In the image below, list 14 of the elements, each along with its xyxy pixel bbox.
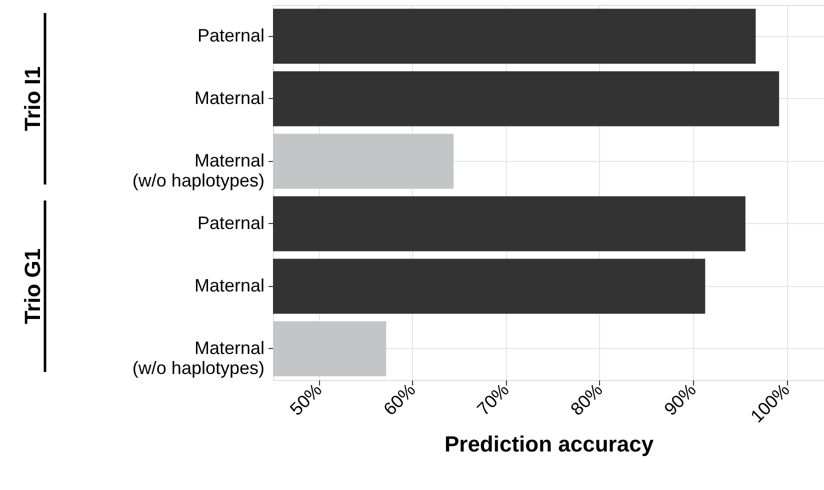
x-tick-label: 80% [566, 380, 606, 420]
x-tick-label: 50% [286, 380, 326, 420]
y-tick-label: Maternal (w/o haplotypes) [132, 150, 264, 190]
x-tick-label: 60% [380, 380, 420, 420]
y-tick-label: Maternal (w/o haplotypes) [132, 338, 264, 378]
x-axis-title: Prediction accuracy [444, 431, 654, 456]
x-tick-label: 70% [473, 380, 513, 420]
x-tick-label: 90% [660, 380, 700, 420]
text: Trio I1 [20, 66, 45, 132]
y-tick-label: Paternal [197, 212, 264, 233]
y-tick-label: Maternal [194, 275, 264, 296]
y-tick-label: Maternal [194, 88, 264, 108]
text: Trio G1 [20, 248, 45, 324]
y-tick-label: Paternal [197, 25, 264, 46]
